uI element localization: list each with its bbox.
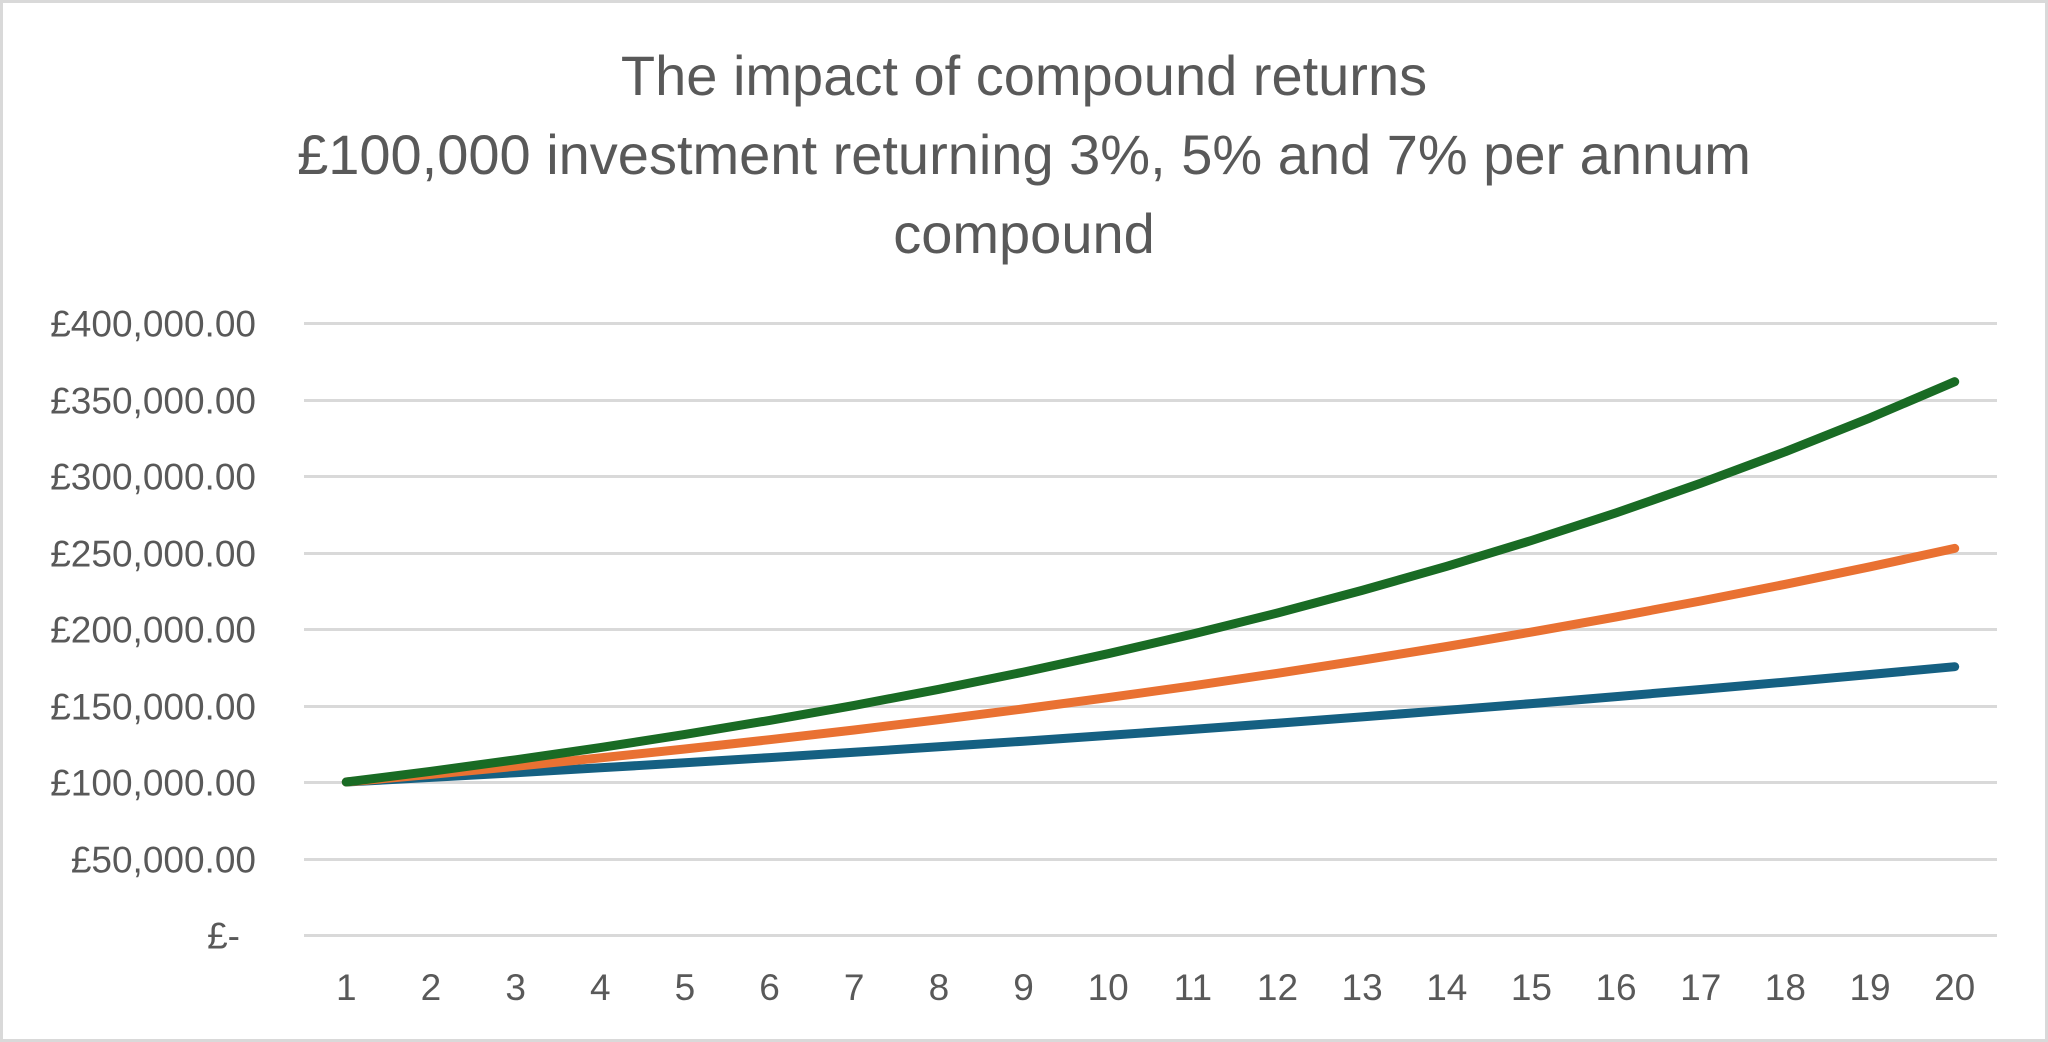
x-tick-label: 9 [1013, 967, 1034, 1008]
x-tick-label: 6 [759, 967, 780, 1008]
x-tick-label: 20 [1934, 967, 1975, 1008]
data-series [341, 377, 1960, 787]
y-tick-label: £400,000.00 [50, 304, 256, 345]
y-tick-label: £350,000.00 [50, 381, 256, 422]
x-tick-label: 7 [844, 967, 865, 1008]
x-tick-label: 16 [1595, 967, 1636, 1008]
x-tick-label: 13 [1342, 967, 1383, 1008]
x-tick-label: 4 [590, 967, 611, 1008]
x-tick-label: 2 [421, 967, 442, 1008]
y-tick-label: £200,000.00 [50, 610, 256, 651]
x-tick-label: 8 [929, 967, 950, 1008]
series-line [341, 543, 1960, 787]
y-tick-label: £150,000.00 [50, 687, 256, 728]
x-tick-label: 3 [505, 967, 526, 1008]
x-tick-label: 5 [675, 967, 696, 1008]
y-tick-label: £300,000.00 [50, 457, 256, 498]
y-axis-labels: £- £50,000.00 £100,000.00 £150,000.00 £200,0… [50, 304, 256, 957]
y-tick-label: £50,000.00 [71, 840, 256, 881]
x-tick-label: 19 [1849, 967, 1890, 1008]
chart-title-line-3: compound [893, 202, 1155, 265]
gridlines [304, 322, 1997, 937]
x-tick-label: 11 [1174, 967, 1212, 1008]
x-tick-label: 10 [1088, 967, 1129, 1008]
x-tick-label: 12 [1257, 967, 1298, 1008]
x-tick-label: 17 [1680, 967, 1721, 1008]
x-tick-label: 18 [1765, 967, 1806, 1008]
x-tick-label: 15 [1511, 967, 1552, 1008]
x-tick-label: 1 [336, 967, 357, 1008]
chart-title: The impact of compound returns £100,000 … [0, 36, 2048, 273]
y-tick-label: £250,000.00 [50, 534, 256, 575]
y-tick-label: £- [207, 916, 240, 957]
chart-title-line-1: The impact of compound returns [620, 44, 1428, 107]
chart-title-line-2: £100,000 investment returning 3%, 5% and… [297, 123, 1751, 186]
series-line [341, 377, 1960, 787]
x-tick-label: 14 [1426, 967, 1467, 1008]
x-axis-labels: 1 2 3 4 5 6 7 8 9 10 11 12 13 14 15 16 17 18 19 20 [336, 967, 1975, 1008]
series-line [341, 662, 1960, 787]
y-tick-label: £100,000.00 [50, 763, 256, 804]
